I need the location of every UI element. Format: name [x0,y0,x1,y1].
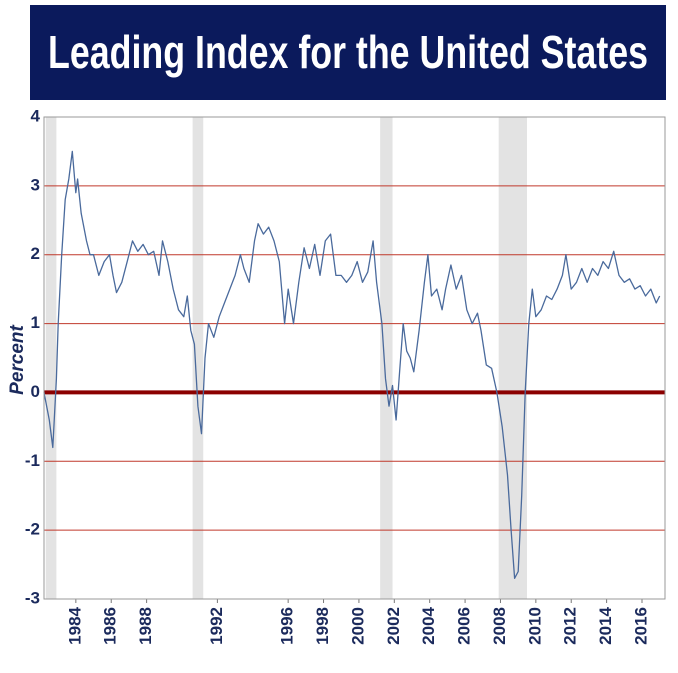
y-tick-label: 1 [31,313,40,332]
chart-title: Leading Index for the United States [48,26,648,78]
title-banner [30,5,666,100]
recession-band [45,117,57,599]
x-tick-label: 1988 [136,607,155,645]
x-tick-label: 1984 [65,606,84,644]
y-tick-label: 3 [31,175,40,194]
plot-border [43,116,666,600]
plot-background [44,117,665,599]
x-tick-label: 2010 [525,607,544,645]
y-tick-label: -2 [25,520,40,539]
x-tick-label: 1998 [313,607,332,645]
data-line [43,150,661,579]
x-tick-label: 1992 [207,607,226,645]
x-tick-label: 2002 [384,607,403,645]
recession-band [380,117,393,599]
y-tick-label: 0 [31,382,40,401]
y-axis-label: Percent [7,324,28,394]
y-tick-label: -1 [25,451,40,470]
x-tick-label: 1986 [101,607,120,645]
x-tick-label: 2016 [631,607,650,645]
x-tick-label: 2000 [348,607,367,645]
x-tick-label: 1996 [278,607,297,645]
x-tick-label: 2006 [455,607,474,645]
x-tick-label: 2004 [419,606,438,644]
x-tick-label: 2012 [561,607,580,645]
y-tick-label: -3 [25,588,40,607]
recession-band [498,117,527,599]
recession-band [192,117,204,599]
x-tick-label: 2008 [490,607,509,645]
x-tick-label: 2014 [596,606,615,644]
y-tick-label: 2 [31,244,40,263]
y-tick-label: 4 [31,106,41,125]
